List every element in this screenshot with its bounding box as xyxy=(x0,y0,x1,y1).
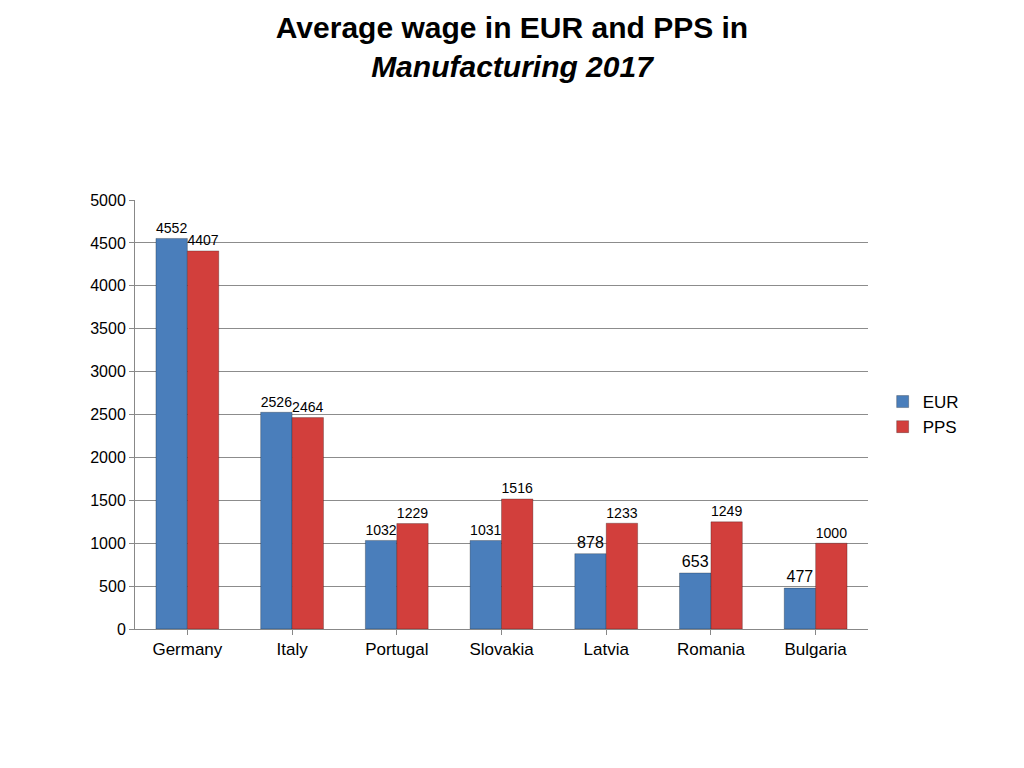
svg-text:1032: 1032 xyxy=(365,522,396,538)
svg-text:878: 878 xyxy=(577,534,604,551)
svg-text:1000: 1000 xyxy=(816,525,847,541)
svg-text:2526: 2526 xyxy=(261,394,292,410)
svg-text:1500: 1500 xyxy=(90,492,126,509)
svg-text:0: 0 xyxy=(117,621,126,638)
svg-text:2464: 2464 xyxy=(292,399,323,415)
svg-text:Slovakia: Slovakia xyxy=(469,640,534,659)
svg-text:Latvia: Latvia xyxy=(584,640,630,659)
svg-text:1229: 1229 xyxy=(397,505,428,521)
svg-text:Average wage in EUR and PPS in: Average wage in EUR and PPS inManufactur… xyxy=(276,11,748,83)
svg-text:1249: 1249 xyxy=(711,503,742,519)
svg-text:PPS: PPS xyxy=(923,418,957,437)
svg-text:4407: 4407 xyxy=(187,232,218,248)
svg-text:1031: 1031 xyxy=(470,522,501,538)
svg-text:EUR: EUR xyxy=(923,393,959,412)
svg-text:Romania: Romania xyxy=(677,640,746,659)
svg-text:1516: 1516 xyxy=(502,480,533,496)
svg-text:Portugal: Portugal xyxy=(365,640,428,659)
svg-text:4552: 4552 xyxy=(156,220,187,236)
svg-text:Italy: Italy xyxy=(276,640,308,659)
svg-text:1233: 1233 xyxy=(606,505,637,521)
svg-text:500: 500 xyxy=(99,578,126,595)
svg-text:4000: 4000 xyxy=(90,277,126,294)
svg-text:3500: 3500 xyxy=(90,320,126,337)
svg-text:477: 477 xyxy=(787,568,814,585)
svg-text:2000: 2000 xyxy=(90,449,126,466)
svg-text:653: 653 xyxy=(682,553,709,570)
svg-text:2500: 2500 xyxy=(90,406,126,423)
svg-text:3000: 3000 xyxy=(90,363,126,380)
svg-text:5000: 5000 xyxy=(90,192,126,209)
svg-text:Bulgaria: Bulgaria xyxy=(784,640,847,659)
svg-text:Germany: Germany xyxy=(152,640,222,659)
svg-text:1000: 1000 xyxy=(90,535,126,552)
svg-text:4500: 4500 xyxy=(90,235,126,252)
